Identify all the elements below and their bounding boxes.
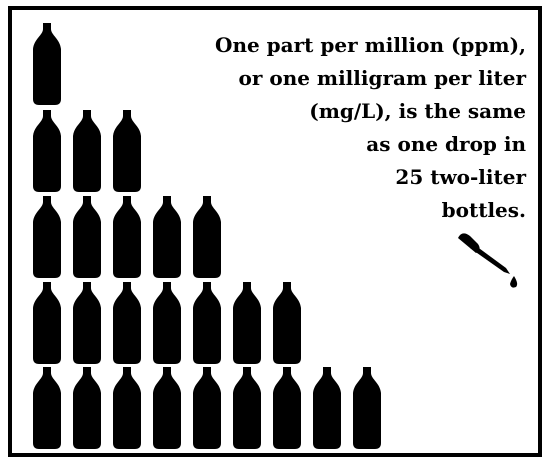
caption-line: as one drop in <box>366 132 526 156</box>
bottle <box>33 282 61 364</box>
bottle <box>33 196 61 278</box>
infographic: One part per million (ppm), or one milli… <box>0 0 550 463</box>
bottle <box>153 367 181 449</box>
bottle <box>153 282 181 364</box>
bottle <box>313 367 341 449</box>
bottle <box>113 282 141 364</box>
bottle <box>73 110 101 192</box>
bottle <box>33 110 61 192</box>
bottle <box>113 196 141 278</box>
bottle <box>193 367 221 449</box>
caption-line: (mg/L), is the same <box>309 99 526 123</box>
caption-line: 25 two-liter <box>395 165 526 189</box>
bottle <box>233 367 261 449</box>
page: One part per million (ppm), or one milli… <box>0 0 550 463</box>
bottle <box>273 367 301 449</box>
bottle <box>193 196 221 278</box>
caption-line: One part per million (ppm), <box>215 33 526 57</box>
bottle <box>273 282 301 364</box>
bottle <box>233 282 261 364</box>
bottle <box>113 110 141 192</box>
caption-line: or one milligram per liter <box>239 66 527 90</box>
dropper <box>458 233 517 287</box>
bottle <box>73 367 101 449</box>
caption: One part per million (ppm), or one milli… <box>215 33 526 222</box>
bottle <box>113 367 141 449</box>
bottle <box>353 367 381 449</box>
bottle <box>73 282 101 364</box>
bottle <box>73 196 101 278</box>
bottle <box>153 196 181 278</box>
bottle <box>193 282 221 364</box>
bottle <box>33 23 61 105</box>
caption-line: bottles. <box>442 198 526 222</box>
bottle <box>33 367 61 449</box>
